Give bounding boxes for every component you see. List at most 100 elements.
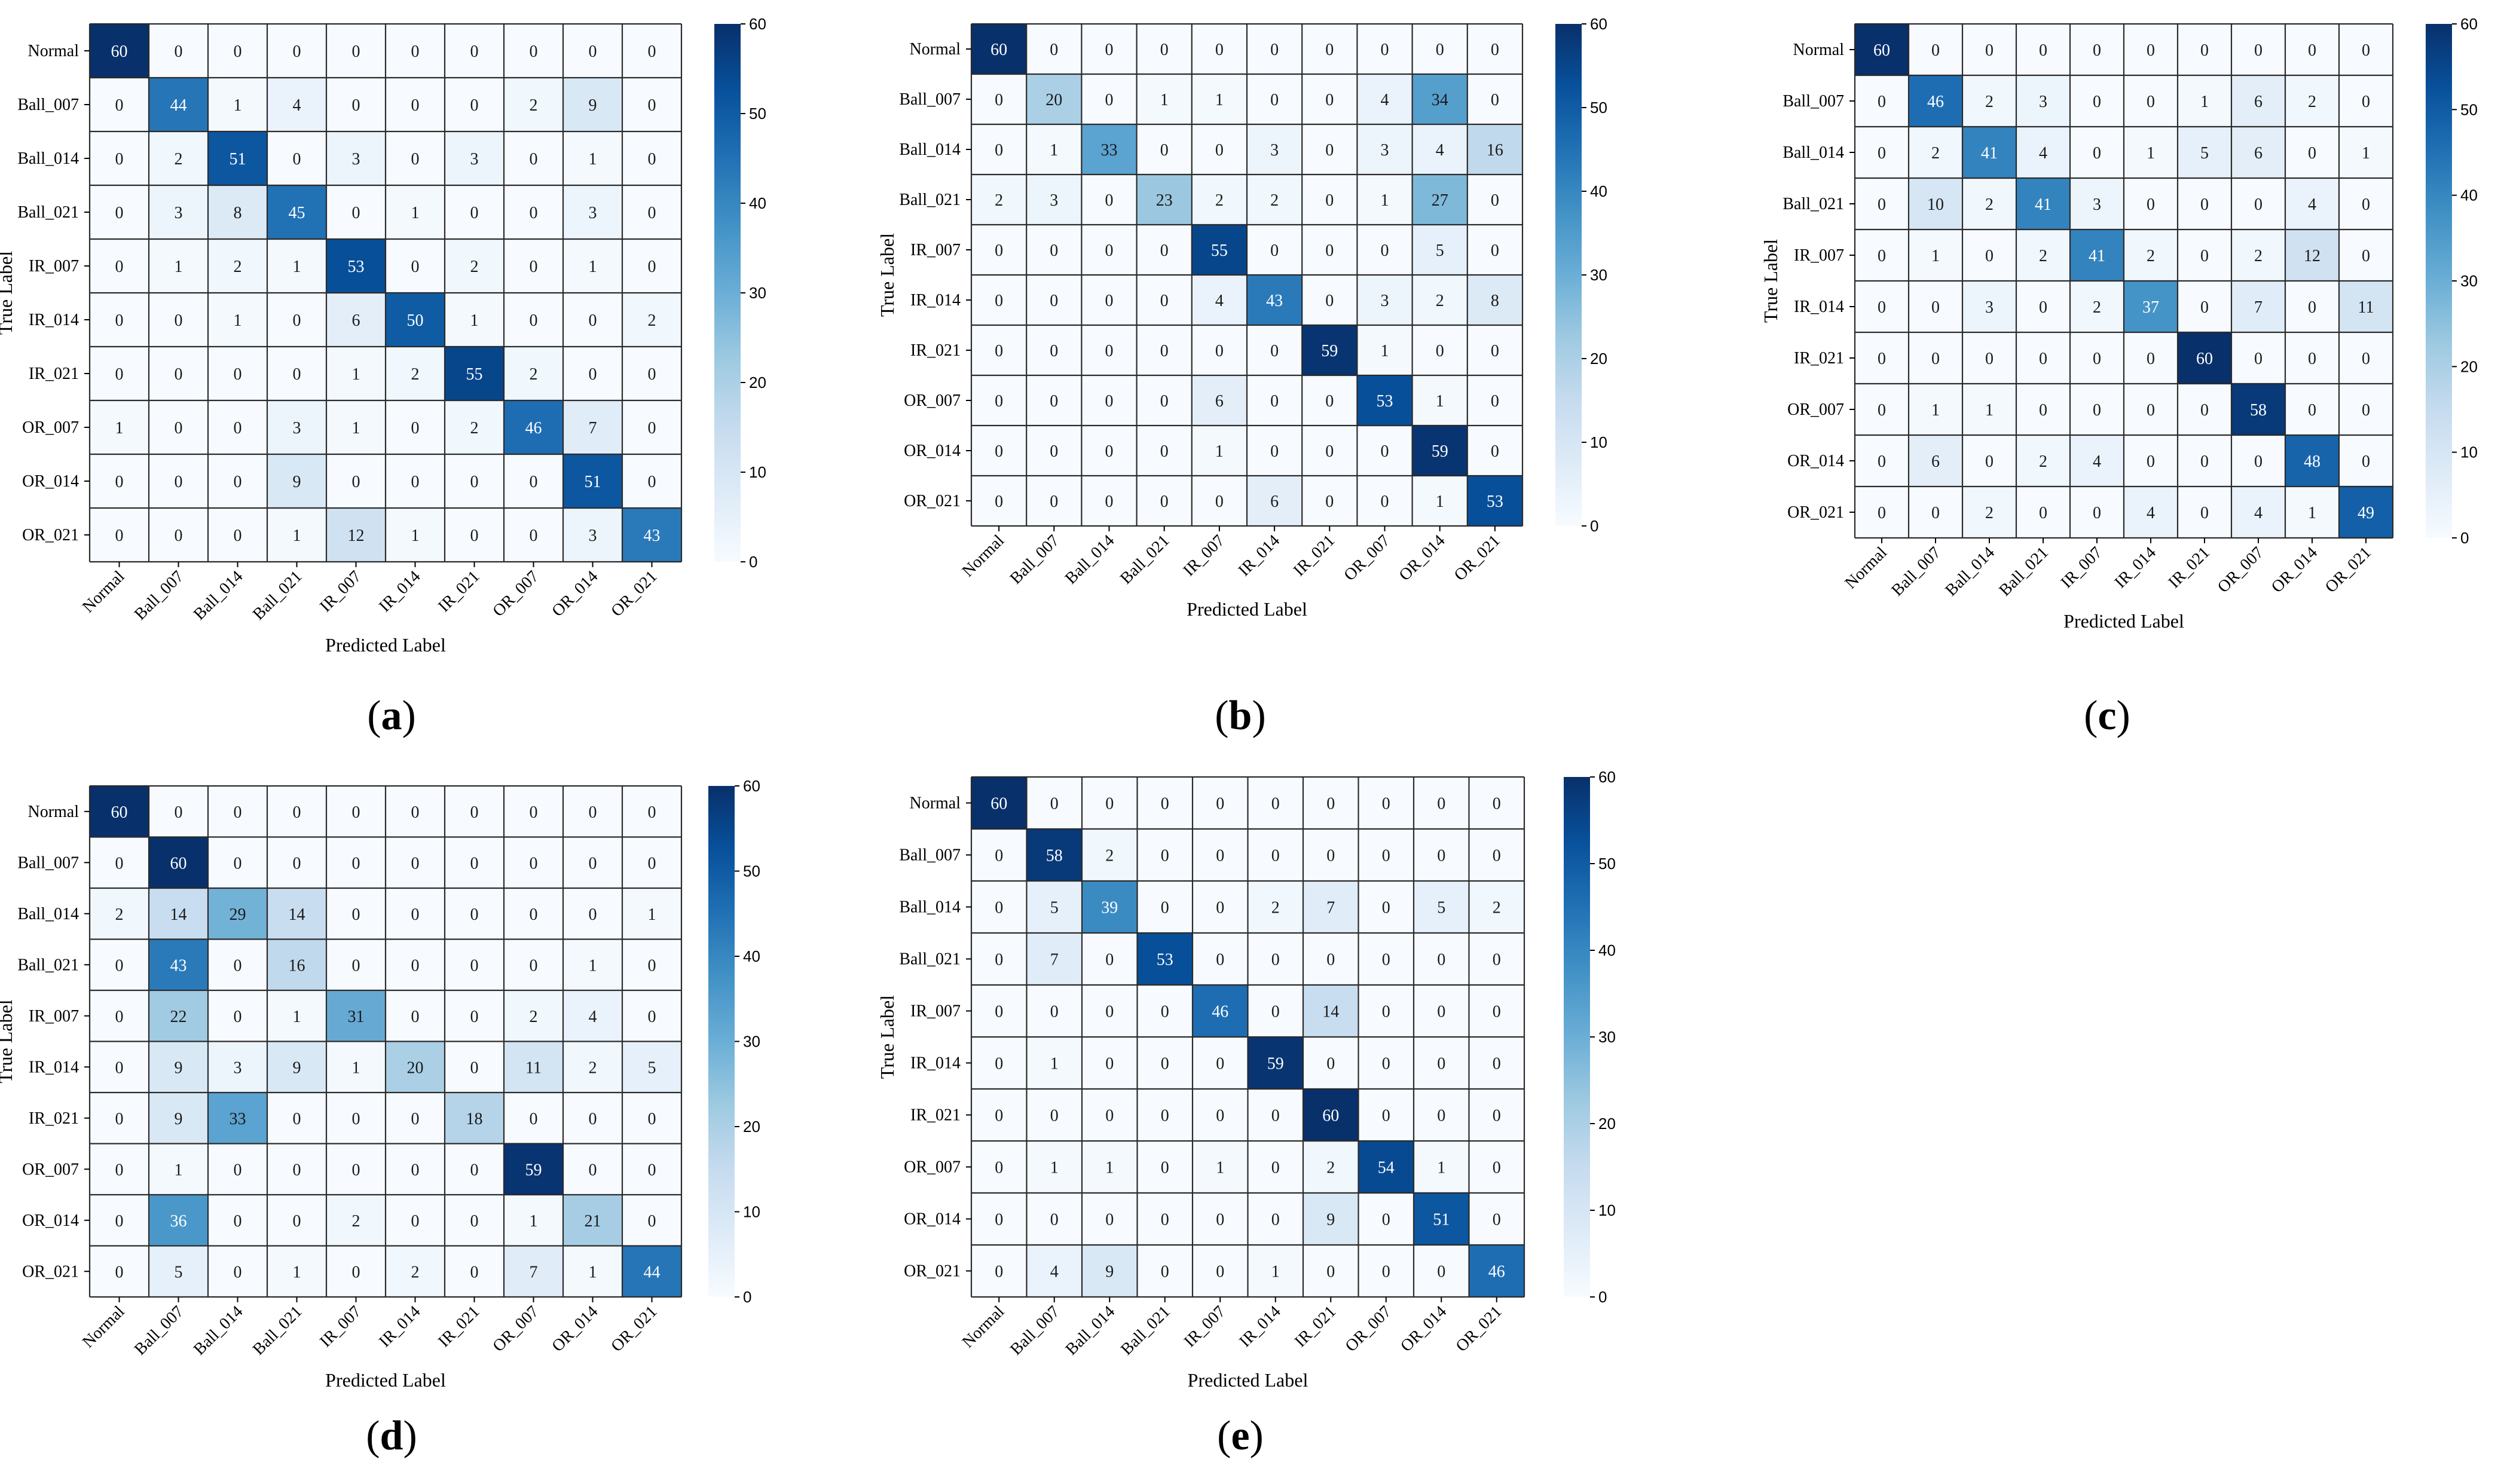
colorbar-tick-label: 40 [743, 947, 760, 965]
cell-value: 0 [2200, 195, 2209, 214]
heatmap-cell [1136, 175, 1192, 225]
cell-value: 1 [175, 1161, 183, 1179]
cell-value: 6 [2254, 144, 2263, 163]
colorbar-tick-label: 40 [2460, 186, 2478, 204]
cell-value: 0 [411, 1161, 420, 1179]
confusion-matrix-b: 60 0 0 0 0 0 0 0 0 00 20 0 1 1 0 0 4 34 00 1 33 0 0 3 0 3 4 162 3 0 23… [876, 15, 1607, 739]
cell-value: 0 [648, 258, 656, 276]
cell-value: 3 [470, 150, 479, 169]
heatmap-cell [1469, 1037, 1524, 1089]
confusion-matrix-e: 60 0 0 0 0 0 0 0 0 00 58 2 0 0 0 0 0 0 00 5 39 0 0 2 7 0 5 20 7 0 53 0 0… [876, 768, 1616, 1459]
cell-value: 1 [530, 1212, 538, 1231]
heatmap-cell [971, 124, 1027, 175]
cell-value: 0 [411, 150, 420, 169]
cell-value: 0 [115, 527, 124, 545]
cell-value: 0 [995, 241, 1003, 260]
cell-value: 0 [1050, 492, 1058, 511]
cell-value: 0 [234, 1008, 242, 1026]
heatmap-cell [1358, 1089, 1414, 1141]
cell-value: 3 [1050, 191, 1058, 210]
cell-value: 0 [2254, 350, 2263, 368]
heatmap-cell [1026, 275, 1082, 325]
heatmap-cell [386, 131, 445, 185]
heatmap-cell [445, 24, 504, 78]
cell-value: 0 [352, 42, 360, 61]
heatmap-cell [1303, 1089, 1359, 1141]
heatmap-cell [326, 786, 386, 837]
cell-value: 0 [175, 473, 183, 491]
heatmap-cell [445, 1041, 504, 1093]
colorbar-tick-label: 20 [743, 1118, 760, 1136]
cell-value: 0 [470, 42, 479, 61]
cell-value: 0 [2147, 41, 2155, 60]
x-tick-label: IR_014 [2111, 543, 2160, 592]
heatmap-cell [1136, 74, 1192, 124]
cell-value: 0 [115, 1058, 124, 1077]
cell-value: 0 [1437, 795, 1445, 813]
cell-value: 16 [1487, 141, 1503, 160]
heatmap-cell [267, 400, 326, 454]
cell-value: 33 [230, 1110, 246, 1128]
heatmap-cell [1962, 24, 2016, 75]
cell-value: 46 [525, 419, 542, 437]
cell-value: 7 [1050, 951, 1059, 969]
cell-value: 0 [352, 204, 360, 222]
heatmap-cell [1357, 225, 1412, 275]
colorbar-tick-label: 20 [2460, 357, 2478, 375]
cell-value: 10 [1927, 195, 1944, 214]
heatmap-cell [208, 888, 267, 940]
heatmap-cell [149, 1093, 208, 1144]
cell-value: 0 [1325, 392, 1334, 411]
heatmap-cell [622, 400, 681, 454]
heatmap-cell [386, 1041, 445, 1093]
cell-value: 59 [525, 1161, 542, 1179]
heatmap-cell [1357, 74, 1412, 124]
cell-value: 0 [1436, 41, 1444, 59]
cell-value: 7 [530, 1263, 538, 1281]
cell-value: 0 [2200, 247, 2209, 265]
heatmap-cell [1467, 275, 1522, 325]
heatmap-cell [1247, 375, 1303, 426]
heatmap-cell [504, 78, 563, 131]
cell-value: 3 [2093, 195, 2101, 214]
cell-value: 4 [2147, 504, 2155, 522]
heatmap-cell [445, 239, 504, 293]
heatmap-cell [267, 1093, 326, 1144]
cell-value: 0 [2200, 298, 2209, 317]
heatmap-cell [1414, 985, 1469, 1037]
cell-value: 4 [1436, 141, 1444, 160]
cell-value: 36 [170, 1212, 187, 1231]
x-tick-label: Ball_007 [131, 1302, 188, 1359]
cell-value: 0 [2362, 452, 2370, 471]
heatmap-cell [563, 1093, 622, 1144]
cell-value: 1 [2362, 144, 2370, 163]
colorbar-tick-label: 30 [1598, 1028, 1616, 1046]
heatmap-cell [1247, 426, 1303, 476]
cell-value: 0 [1325, 292, 1334, 310]
cell-value: 0 [1160, 342, 1169, 360]
cell-value: 0 [470, 854, 479, 873]
cell-value: 60 [111, 42, 128, 61]
heatmap-cell [622, 78, 681, 131]
cell-value: 0 [995, 1159, 1003, 1177]
colorbar-tick-label: 50 [1598, 855, 1616, 873]
panel-label: (c) [2084, 693, 2130, 739]
cell-value: 6 [1270, 492, 1279, 511]
cell-value: 7 [2254, 298, 2263, 317]
heatmap-cell [1191, 225, 1247, 275]
heatmap-cell [1467, 476, 1522, 526]
cell-value: 0 [1050, 342, 1058, 360]
cell-value: 0 [1270, 91, 1279, 109]
heatmap-cell [563, 239, 622, 293]
x-tick-label: OR_007 [1342, 1302, 1395, 1356]
heatmap-cell [267, 78, 326, 131]
cell-value: 0 [1985, 247, 1994, 265]
y-tick-label: OR_014 [904, 442, 961, 460]
heatmap-cell [1962, 332, 2016, 384]
heatmap-cell [445, 1246, 504, 1297]
cell-value: 0 [234, 854, 242, 873]
heatmap-cell [386, 347, 445, 400]
cell-value: 0 [589, 1161, 597, 1179]
cell-value: 0 [2093, 401, 2101, 420]
heatmap-cell [267, 24, 326, 78]
